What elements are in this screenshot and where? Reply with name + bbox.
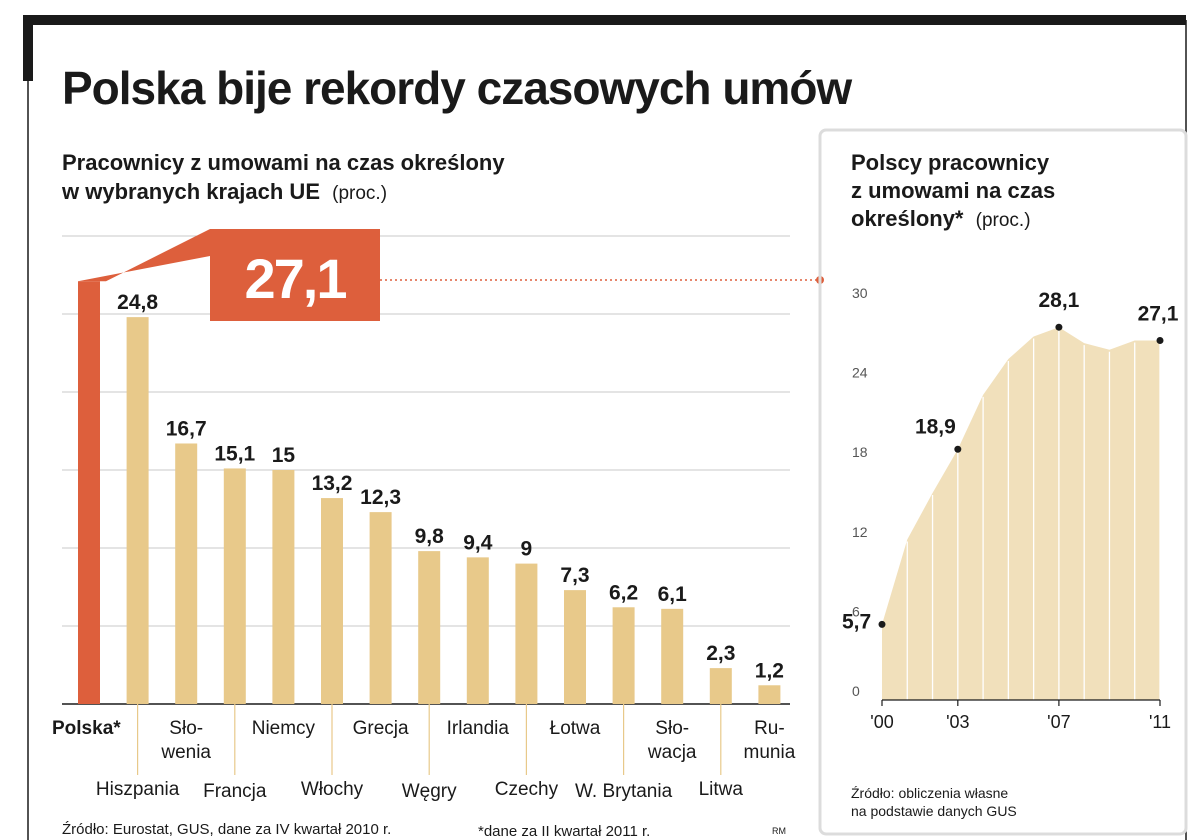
right-ytick-label: 24 xyxy=(852,365,868,381)
category-label-slowacja: wacja xyxy=(647,742,697,763)
bar-value-wegry: 9,8 xyxy=(415,525,445,548)
left-chart-title-line1: Pracownicy z umowami na czas określony xyxy=(62,150,505,175)
right-xtick-label: '07 xyxy=(1047,712,1070,732)
left-chart-labels: Polska* 24,8 Hiszpania 16,7 Sło-wenia 15,1 Fra… xyxy=(52,291,796,802)
bar-value-w-brytania: 6,2 xyxy=(609,581,638,604)
right-chart-source-line2: na podstawie danych GUS xyxy=(851,803,1017,819)
left-chart-source: Źródło: Eurostat, GUS, dane za IV kwarta… xyxy=(62,821,391,838)
right-ytick-label: 0 xyxy=(852,683,860,699)
bar-francja xyxy=(223,468,246,704)
bar-czechy xyxy=(515,563,538,704)
category-label-lotwa: Łotwa xyxy=(550,718,601,739)
category-label-francja: Francja xyxy=(203,781,267,802)
right-chart-title-line1: Polscy pracownicy xyxy=(851,150,1050,175)
right-chart-source-line1: Źródło: obliczenia własne xyxy=(851,785,1008,801)
point-label-2000: 5,7 xyxy=(842,610,871,633)
right-ytick-label: 18 xyxy=(852,444,868,460)
bar-value-hiszpania: 24,8 xyxy=(117,291,158,314)
polska-highlight-callout: 27,1 xyxy=(78,229,824,321)
bar-wlochy xyxy=(321,498,343,704)
right-ytick-label: 6 xyxy=(852,603,860,619)
left-chart-unit: (proc.) xyxy=(332,183,387,204)
point-label-2007: 28,1 xyxy=(1038,289,1079,312)
bar-grecja xyxy=(369,512,392,704)
right-xtick-label: '11 xyxy=(1149,712,1171,732)
category-label-rumunia: Ru- xyxy=(754,718,785,739)
bar-value-czechy: 9 xyxy=(521,538,533,561)
left-chart: Pracownicy z umowami na czas określony w… xyxy=(52,150,824,840)
bar-value-wlochy: 13,2 xyxy=(312,472,353,495)
point-label-2011: 27,1 xyxy=(1138,302,1179,325)
bar-lotwa xyxy=(564,590,586,704)
bar-polska xyxy=(78,281,100,704)
bar-value-francja: 15,1 xyxy=(214,442,255,465)
bar-w-brytania xyxy=(612,607,635,704)
category-label-niemcy: Niemcy xyxy=(252,718,316,739)
frame-top-rule xyxy=(23,15,1186,81)
category-label-wegry: Węgry xyxy=(402,781,457,802)
category-label-wlochy: Włochy xyxy=(301,779,364,800)
bar-value-irlandia: 9,4 xyxy=(463,531,493,554)
right-chart-title-line2: z umowami na czas xyxy=(851,178,1055,203)
bar-value-rumunia: 1,2 xyxy=(755,659,784,682)
point-marker-2003 xyxy=(954,445,962,453)
category-label-litwa: Litwa xyxy=(699,779,744,800)
right-chart-title-line3: określony* (proc.) xyxy=(851,206,1031,231)
point-marker-2011 xyxy=(1156,336,1164,344)
left-chart-bars xyxy=(78,281,781,704)
bar-slowenia xyxy=(175,443,198,704)
category-label-w-brytania: W. Brytania xyxy=(575,781,673,802)
bar-slowacja xyxy=(661,608,684,704)
bar-litwa xyxy=(709,668,732,704)
right-xtick-label: '03 xyxy=(946,712,969,732)
bar-niemcy xyxy=(272,470,295,704)
left-chart-title-line2: w wybranych krajach UE (proc.) xyxy=(61,179,387,204)
category-label-hiszpania: Hiszpania xyxy=(96,779,180,800)
right-panel-border xyxy=(818,128,1188,836)
bar-value-slowacja: 6,1 xyxy=(658,583,688,606)
right-ytick-label: 12 xyxy=(852,524,868,540)
bar-value-litwa: 2,3 xyxy=(706,642,735,665)
bar-value-niemcy: 15 xyxy=(272,444,296,467)
right-xtick-label: '00 xyxy=(870,712,893,732)
right-chart-gridlines: 0 6 12 18 24 30 xyxy=(852,285,868,699)
right-chart-area xyxy=(882,327,1161,701)
area-fill xyxy=(882,327,1160,700)
page-title: Polska bije rekordy czasowych umów xyxy=(62,62,852,114)
category-label-slowacja: Sło- xyxy=(655,718,689,739)
right-ytick-label: 30 xyxy=(852,285,868,301)
point-marker-2000 xyxy=(878,620,886,628)
right-chart-unit: (proc.) xyxy=(976,210,1031,231)
bar-value-grecja: 12,3 xyxy=(360,486,401,509)
bar-value-lotwa: 7,3 xyxy=(560,564,589,587)
right-chart-panel: Polscy pracownicy z umowami na czas okre… xyxy=(818,128,1188,836)
category-label-slowenia: Sło- xyxy=(169,718,203,739)
category-label-grecja: Grecja xyxy=(353,718,409,739)
category-label-rumunia: munia xyxy=(744,742,796,763)
right-chart-title-line3-text: określony* xyxy=(851,206,964,231)
credit-initials: RM xyxy=(772,826,786,836)
left-chart-footnote: *dane za II kwartał 2011 r. xyxy=(478,823,650,840)
point-label-2003: 18,9 xyxy=(915,415,956,438)
left-chart-title-line2-text: w wybranych krajach UE xyxy=(61,179,320,204)
bar-wegry xyxy=(418,551,441,704)
highlight-callout-box xyxy=(78,229,380,321)
highlight-value: 27,1 xyxy=(245,247,347,310)
category-label-polska: Polska* xyxy=(52,718,121,739)
category-label-slowenia: wenia xyxy=(160,742,211,763)
right-chart-labels: '00 '03 '07 '11 5,7 18,9 28,1 27,1 xyxy=(842,289,1179,732)
point-marker-2007 xyxy=(1055,323,1063,331)
category-label-irlandia: Irlandia xyxy=(447,718,510,739)
bar-rumunia xyxy=(758,685,781,704)
bar-value-slowenia: 16,7 xyxy=(166,417,207,440)
category-label-czechy: Czechy xyxy=(495,779,559,800)
bar-hiszpania xyxy=(126,317,149,704)
bar-irlandia xyxy=(466,557,489,704)
